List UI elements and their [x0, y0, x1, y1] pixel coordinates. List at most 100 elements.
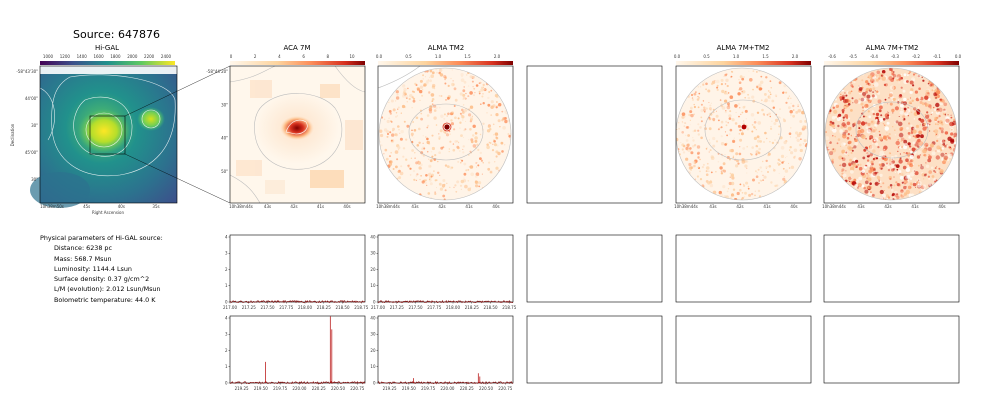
x-tick-label: 219.25 [235, 386, 249, 391]
x-tick-label: 217.50 [261, 305, 275, 310]
x-tick-label: 219.25 [383, 386, 397, 391]
colorbar-tick-label: 2.0 [792, 54, 799, 59]
x-tick-label: 10h38m44s [674, 204, 698, 209]
y-tick-label: 40 [370, 234, 376, 239]
x-tick-label: 217.25 [390, 305, 404, 310]
colorbar-tick-label: 0.0 [955, 54, 962, 59]
property-line: Distance: 6238 pc [54, 244, 112, 253]
x-tick-label: 217.25 [242, 305, 256, 310]
colorbar-tick-label: 0.0 [674, 54, 681, 59]
y-tick-label: 45'00" [25, 150, 38, 155]
colorbar-tick-label: -0.6 [828, 54, 836, 59]
colorbar-tick-label: 4 [278, 54, 281, 59]
property-line: Mass: 568.7 Msun [54, 254, 112, 263]
y-tick-label: 50" [221, 169, 228, 174]
y-tick-label: 1 [225, 283, 228, 288]
spectrum-frame [377, 315, 514, 384]
spectrum-frame [377, 234, 514, 303]
property-line: Bolometric temperature: 44.0 K [54, 295, 156, 304]
x-tick-label: 218.25 [465, 305, 479, 310]
higal-panel: Hi-GAL 1000 1200 1400 1600 1800 2000 2200 2400 … [10, 44, 231, 215]
y-tick-label: 30" [221, 102, 228, 107]
colorbar-tick-label: 1200 [60, 54, 71, 59]
x-tick-label: 41s [763, 204, 770, 209]
alma7mtm2-xticks: 10h38m44s 43s 42s 41s 40s [674, 204, 797, 209]
aca7m-colorbar-ticks: 0 2 4 6 8 10 [230, 54, 355, 59]
x-tick-label: 10h38m44s [376, 204, 400, 209]
x-tick-label: 43s [264, 204, 271, 209]
empty-spectrum-panel [675, 234, 812, 303]
y-tick-label: 44'00" [25, 96, 38, 101]
spectrum-frame [229, 234, 366, 303]
x-tick-label: 42s [438, 204, 445, 209]
x-tick-label: 218.25 [317, 305, 331, 310]
colorbar-tick-label: 0.0 [376, 54, 383, 59]
y-tick-label: 0 [373, 380, 376, 385]
spectrum-almatm2-spectrum-lower: 0 10 20 30 40 219.25 219.50 219.75 220.00 220.25 2… [370, 315, 514, 391]
colorbar-tick-label: 2 [254, 54, 257, 59]
y-tick-label: 30 [370, 332, 376, 337]
x-tick-label: 41s [465, 204, 472, 209]
spectrum-aca7m-spectrum-lower: 0 1 2 3 4 219.25 219.50 219.75 220.00 220.25 220.5… [225, 315, 366, 391]
almatm2-xticks: 10h38m44s 43s 42s 41s 40s [376, 204, 499, 209]
alma7mtm2-residual-xticks: 10h38m44s 43s 42s 41s 40s [822, 204, 945, 209]
aca7m-contours [229, 65, 366, 204]
source-properties: Physical parameters of Hi-GAL source: Di… [40, 233, 163, 305]
spectrum-almatm2-spectrum-upper: 0 10 20 30 40 217.00 217.25 217.50 217.75 218.00 2… [370, 234, 516, 310]
y-tick-label: 30 [370, 251, 376, 256]
x-tick-label: 220.25 [460, 386, 474, 391]
colorbar-tick-label: -0.1 [933, 54, 941, 59]
colorbar-tick-label: 2400 [161, 54, 172, 59]
x-tick-label: 40s [938, 204, 945, 209]
x-tick-label: 218.50 [336, 305, 350, 310]
colorbar-tick-label: 8 [327, 54, 330, 59]
aca7m-title: ACA 7M [283, 44, 310, 52]
x-tick-label: 220.25 [312, 386, 326, 391]
higal-colorbar-ticks: 1000 1200 1400 1600 1800 2000 2200 2400 [43, 54, 172, 59]
y-tick-label: 2 [225, 267, 228, 272]
colorbar-tick-label: 0.5 [703, 54, 710, 59]
x-tick-label: 43s [709, 204, 716, 209]
spectrum-frame [229, 315, 366, 384]
aca7m-xticks: 10h38m44s 43s 42s 41s 40s [229, 204, 350, 209]
colorbar-tick-label: 0 [230, 54, 233, 59]
x-tick-label: 218.00 [446, 305, 460, 310]
y-tick-label: 30" [31, 123, 38, 128]
x-tick-label: 217.75 [427, 305, 441, 310]
x-tick-label: 10h38m44s [229, 204, 253, 209]
colorbar-tick-label: 1800 [110, 54, 121, 59]
x-tick-label: 217.00 [371, 305, 385, 310]
spectrum-line [377, 380, 514, 385]
higal-contours [39, 74, 176, 177]
source-title: Source: 647876 [73, 28, 160, 41]
colorbar-tick-label: 1.5 [464, 54, 471, 59]
x-tick-label: 217.00 [223, 305, 237, 310]
higal-title: Hi-GAL [95, 44, 119, 52]
alma7mtm2-residual-colorbar-ticks: -0.6 -0.5 -0.4 -0.3 -0.2 -0.1 0.0 [828, 54, 962, 59]
x-tick-label: 42s [290, 204, 297, 209]
higal-yticks: -58°43'30" 44'00" 30" 45'00" 30" [16, 69, 38, 182]
y-tick-label: 2 [225, 348, 228, 353]
alma7mtm2-colorbar-ticks: 0.0 0.5 1.0 1.5 2.0 [674, 54, 799, 59]
zoom-box [89, 115, 126, 155]
x-tick-label: 40s [790, 204, 797, 209]
x-tick-label: 40s [492, 204, 499, 209]
y-tick-label: 4 [225, 234, 228, 239]
y-tick-label: 1 [225, 364, 228, 369]
colorbar-tick-label: 1400 [77, 54, 88, 59]
colorbar-tick-label: -0.4 [870, 54, 878, 59]
x-tick-label: 218.75 [502, 305, 516, 310]
x-tick-label: 45s [83, 204, 90, 209]
higal-xlabel: Right Ascension [92, 210, 124, 215]
y-tick-label: 30" [31, 177, 38, 182]
y-tick-label: 3 [225, 332, 228, 337]
alma7mtm2-residual-colorbar [824, 61, 959, 65]
x-tick-label: 220.00 [440, 386, 454, 391]
y-tick-label: -58°43'30" [16, 69, 38, 74]
spectra: 0 1 2 3 4 217.00 217.25 217.50 217.75 218.00 218.2… [223, 234, 517, 391]
x-tick-label: 41s [317, 204, 324, 209]
x-tick-label: 220.00 [292, 386, 306, 391]
property-line: Surface density: 0.37 g/cm^2 [54, 275, 150, 284]
x-tick-label: 219.75 [273, 386, 287, 391]
x-tick-label: 219.75 [421, 386, 435, 391]
